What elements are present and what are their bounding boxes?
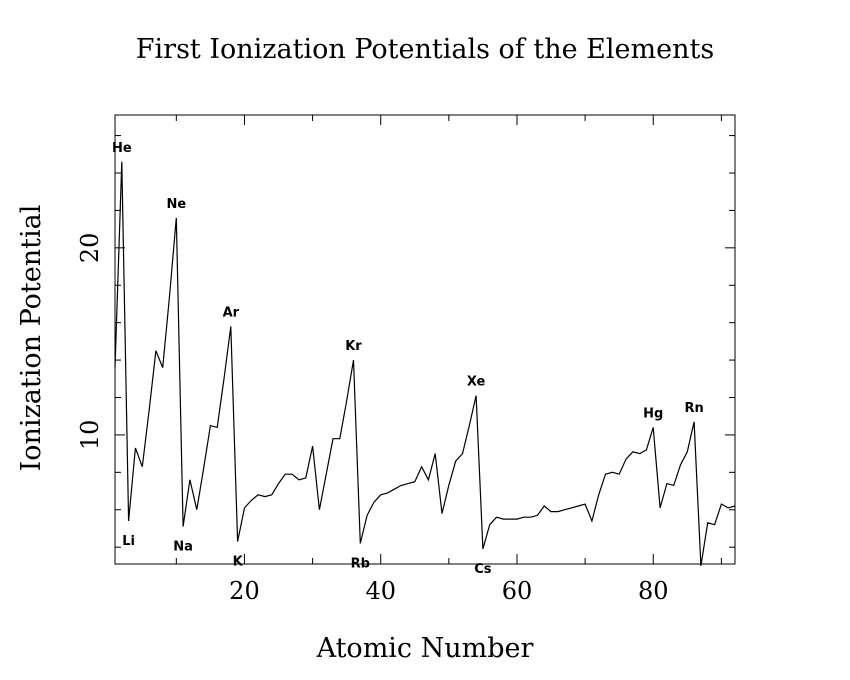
- annotation-he: He: [112, 141, 132, 156]
- x-tick-label: 20: [229, 577, 260, 605]
- chart-title: First Ionization Potentials of the Eleme…: [136, 34, 714, 65]
- annotation-cs: Cs: [474, 562, 492, 577]
- axis-ticks: [115, 115, 735, 564]
- annotation-kr: Kr: [345, 339, 362, 354]
- y-tick-label: 20: [76, 233, 104, 264]
- y-tick-label: 10: [76, 420, 104, 451]
- annotation-ar: Ar: [223, 305, 240, 320]
- x-tick-label: 80: [638, 577, 669, 605]
- x-axis-label: Atomic Number: [316, 633, 534, 664]
- y-axis-label: Ionization Potential: [16, 205, 47, 472]
- annotation-rb: Rb: [351, 556, 370, 571]
- series-group: [114, 161, 736, 566]
- plot-frame: [114, 114, 736, 565]
- annotation-hg: Hg: [643, 406, 663, 421]
- annotation-rn: Rn: [684, 401, 703, 416]
- annotation-xe: Xe: [467, 375, 486, 390]
- element-annotations: He Li Ne Na Ar K Kr Rb Xe Cs Hg Rn: [112, 141, 704, 577]
- tick-labels: 20 40 60 80 10 20: [76, 233, 669, 605]
- annotation-li: Li: [122, 534, 135, 549]
- x-tick-label: 60: [502, 577, 533, 605]
- annotation-na: Na: [173, 540, 193, 555]
- annotation-ne: Ne: [166, 197, 186, 212]
- annotation-k: K: [233, 555, 244, 570]
- x-tick-label: 40: [365, 577, 396, 605]
- series-line: [114, 161, 736, 566]
